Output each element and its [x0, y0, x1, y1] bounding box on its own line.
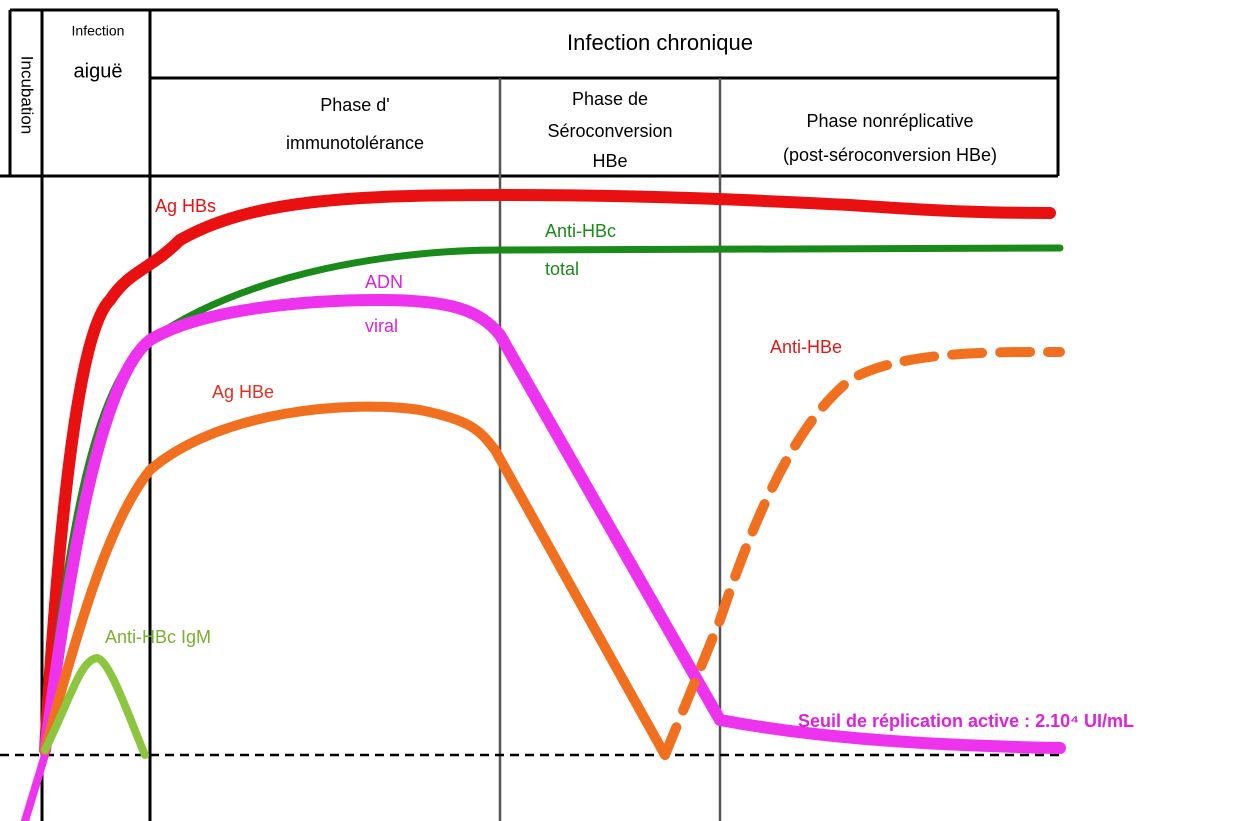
phase-label: Phase nonréplicative	[806, 111, 973, 131]
ag-hbe-curve	[40, 401, 670, 760]
incubation-label: Incubation	[18, 56, 37, 134]
curve-label: Ag HBs	[155, 196, 216, 216]
curve-label: ADN	[365, 272, 403, 292]
threshold-label: Seuil de réplication active : 2.10⁴ UI/m…	[798, 711, 1134, 731]
curve-label: Ag HBe	[212, 382, 274, 402]
acute-label: Infection	[72, 23, 125, 39]
phase-label: Phase d'	[320, 95, 390, 115]
phase-label: HBe	[592, 151, 627, 171]
curve-label: Anti-HBc	[545, 221, 616, 241]
curve-label: Anti-HBe	[770, 337, 842, 357]
adn-viral-curve	[39, 294, 1066, 756]
adn-viral-curve	[21, 751, 49, 821]
acute-label: aiguë	[74, 60, 123, 82]
curve-label: total	[545, 259, 579, 279]
phase-label: (post-séroconversion HBe)	[783, 145, 997, 165]
ag-hbs-curve	[39, 189, 1056, 756]
chronic-label: Infection chronique	[567, 30, 753, 55]
anti-hbc-igm-curve	[41, 654, 149, 759]
phase-label: immunotolérance	[286, 133, 424, 153]
phase-label: Séroconversion	[547, 121, 672, 141]
anti-hbe-curve	[660, 346, 1065, 760]
curve-label: Anti-HBc IgM	[105, 627, 211, 647]
curve-label: viral	[365, 316, 398, 336]
phase-label: Phase de	[572, 89, 648, 109]
